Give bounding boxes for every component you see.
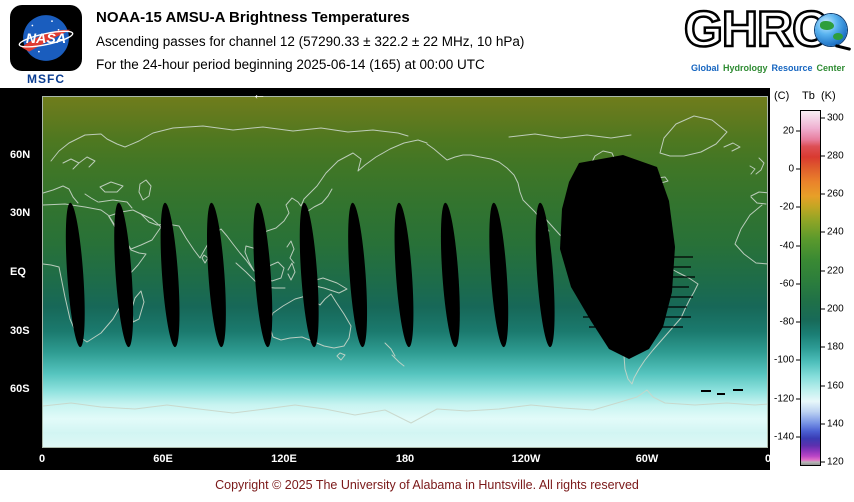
nasa-logo: NASA	[10, 5, 82, 71]
gap-swath	[206, 202, 226, 348]
colorbar-tick-left: -120	[772, 393, 800, 404]
copyright-text: Copyright © 2025 The University of Alaba…	[215, 478, 639, 492]
colorbar-unit-tb: Tb	[802, 90, 815, 102]
colorbar-tick-right: 220	[821, 265, 846, 276]
colorbar-tick-left: -100	[772, 355, 800, 366]
page-title: NOAA-15 AMSU-A Brightness Temperatures	[96, 9, 410, 26]
scan-line-artifacts	[581, 256, 695, 328]
header-titles: NOAA-15 AMSU-A Brightness Temperatures A…	[96, 9, 524, 73]
lon-label-2: 120E	[271, 453, 297, 465]
lat-label-30S: 30S	[10, 324, 30, 337]
colorbar-tick-right: 120	[821, 457, 846, 468]
latitude-axis: 60N 30N EQ 30S 60S	[0, 96, 42, 448]
ghrc-subtitle-word: Center	[816, 63, 846, 73]
cursor-arrow-icon: ←	[252, 86, 266, 102]
colorbar-tick-left: -20	[778, 202, 800, 213]
lon-label-1: 60E	[153, 453, 173, 465]
ghrc-subtitle-word: Global	[690, 63, 719, 73]
msfc-label: MSFC	[27, 72, 65, 86]
ghrc-wordmark: GHRC	[683, 1, 830, 58]
colorbar-tick-right: 180	[821, 342, 846, 353]
globe-icon	[815, 14, 847, 46]
gap-swath	[253, 202, 273, 348]
colorbar-tick-left: -80	[778, 317, 800, 328]
colorbar-tick-right: 300	[821, 112, 846, 123]
colorbar-tick-right: 240	[821, 227, 846, 238]
ascending-pass-gap-swaths	[65, 202, 555, 348]
gap-swath	[160, 202, 180, 348]
colorbar-tick-left: -40	[778, 240, 800, 251]
lat-label-60N: 60N	[10, 148, 31, 161]
colorbar-tick-right: 200	[821, 304, 846, 315]
colorbar-tick-right: 280	[821, 150, 846, 161]
colorbar-tick-right: 140	[821, 418, 846, 429]
gap-swath	[489, 202, 509, 348]
gap-swath	[348, 202, 368, 348]
ghrc-subtitle-word: Hydrology	[722, 63, 768, 73]
lat-label-EQ: EQ	[10, 266, 26, 278]
data-gap-overlay	[65, 155, 743, 395]
subtitle-period: For the 24-hour period beginning 2025-06…	[96, 57, 485, 72]
lon-label-4: 120W	[511, 453, 541, 465]
lon-label-0: 0	[38, 453, 46, 465]
colorbar-units: (C) Tb (K)	[770, 90, 854, 104]
colorbar-panel: (C) Tb (K) 20 0 -20 -40 -60 -80 -100 -120 -140 3…	[770, 88, 854, 470]
colorbar-kelvin-ticks: 300 280 260 240 220 200 180 160 140 120	[821, 110, 854, 468]
globe-stand-icon	[834, 44, 852, 51]
gap-swath	[440, 202, 460, 348]
gap-swath	[299, 202, 319, 348]
colorbar-gradient	[800, 110, 821, 466]
ghrc-wordmark-row: GHRC	[683, 1, 852, 60]
colorbar-tick-left: 0	[786, 164, 800, 175]
ghrc-logo: GHRC Global Hydrology Resource Center	[683, 1, 852, 73]
colorbar-celsius-ticks: 20 0 -20 -40 -60 -80 -100 -120 -140	[770, 110, 800, 466]
lat-label-30N: 30N	[10, 207, 31, 220]
colorbar-tick-left: -140	[772, 432, 800, 443]
ghrc-subtitle: Global Hydrology Resource Center	[684, 63, 852, 73]
nasa-insignia-icon: NASA	[18, 15, 74, 61]
longitude-axis: 0 60E 120E 180 120W 60W 0	[38, 452, 772, 468]
lat-label-60S: 60S	[10, 383, 30, 396]
map-frame: ←	[0, 86, 772, 470]
gap-swath	[535, 202, 555, 348]
small-gap-dashes	[701, 389, 743, 395]
gap-swath	[114, 202, 134, 348]
lon-label-5: 60W	[635, 453, 659, 465]
gap-swath	[394, 202, 414, 348]
gap-swath	[65, 202, 85, 348]
colorbar-unit-celsius: (C)	[774, 90, 790, 102]
colorbar-tick-right: 260	[821, 189, 846, 200]
lon-label-6: 0	[764, 453, 772, 465]
colorbar-unit-kelvin: (K)	[821, 90, 836, 102]
colorbar-tick-left: -60	[778, 278, 800, 289]
subtitle-channel: Ascending passes for channel 12 (57290.3…	[96, 34, 525, 49]
brightness-temperature-map	[42, 96, 768, 448]
colorbar-tick-left: 20	[781, 125, 800, 136]
ghrc-subtitle-word: Resource	[771, 63, 813, 73]
colorbar-tick-right: 160	[821, 380, 846, 391]
lon-label-3: 180	[395, 453, 415, 465]
